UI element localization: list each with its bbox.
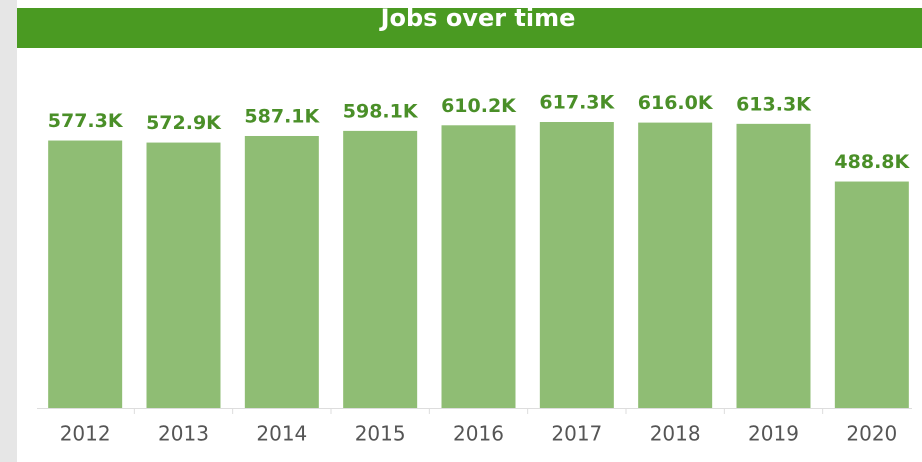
bar xyxy=(834,181,909,408)
bar xyxy=(146,142,221,409)
x-tick-label: 2020 xyxy=(846,422,897,446)
x-tick-label: 2013 xyxy=(158,422,209,446)
value-label: 488.8K xyxy=(834,151,910,173)
bar xyxy=(638,122,713,409)
bar xyxy=(736,123,811,408)
value-label: 617.3K xyxy=(539,92,615,114)
value-label: 610.2K xyxy=(441,95,517,117)
x-tick-label: 2017 xyxy=(551,422,602,446)
value-label: 577.3K xyxy=(48,110,124,132)
x-tick-label: 2012 xyxy=(60,422,111,446)
bar xyxy=(441,125,516,408)
value-label: 616.0K xyxy=(638,92,714,114)
bar xyxy=(539,122,614,408)
x-tick-label: 2018 xyxy=(650,422,701,446)
value-label: 572.9K xyxy=(146,112,222,134)
chart-title: Jobs over time xyxy=(379,4,576,32)
side-strip xyxy=(0,0,17,462)
x-tick-label: 2016 xyxy=(453,422,504,446)
header-bar xyxy=(17,8,922,48)
value-label: 613.3K xyxy=(736,93,812,115)
value-label: 598.1K xyxy=(343,100,419,122)
bar xyxy=(244,135,319,409)
bar xyxy=(48,140,123,408)
value-label: 587.1K xyxy=(244,105,320,127)
x-tick-label: 2014 xyxy=(256,422,307,446)
x-tick-label: 2019 xyxy=(748,422,799,446)
bar xyxy=(343,130,418,408)
x-tick-label: 2015 xyxy=(355,422,406,446)
